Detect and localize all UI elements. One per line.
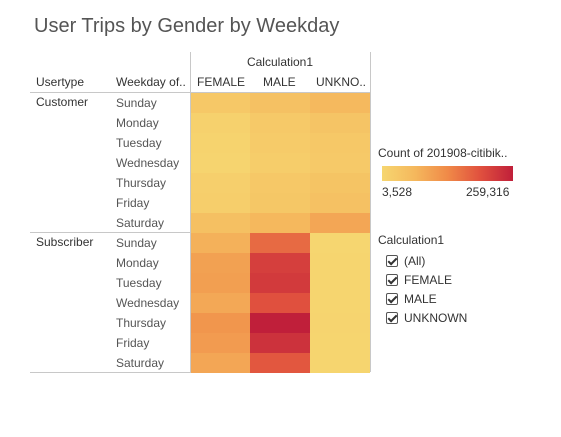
weekday-label: Monday: [116, 116, 159, 130]
filter-item-label: FEMALE: [404, 273, 453, 287]
heatmap-cell[interactable]: [191, 233, 250, 253]
heatmap-cell[interactable]: [310, 333, 370, 353]
heatmap-cell[interactable]: [310, 173, 370, 193]
chart-title: User Trips by Gender by Weekday: [34, 15, 340, 37]
filter-item-all[interactable]: (All): [386, 254, 425, 268]
usertype-label: Subscriber: [36, 235, 94, 249]
filter-title: Calculation1: [378, 233, 445, 247]
weekday-label: Friday: [116, 196, 150, 210]
heatmap-cell[interactable]: [191, 313, 250, 333]
heatmap-cell[interactable]: [191, 113, 250, 133]
heatmap-cell[interactable]: [310, 193, 370, 213]
weekday-label: Thursday: [116, 316, 167, 330]
filter-item-label: (All): [404, 254, 426, 268]
legend-title: Count of 201908-citibik..: [378, 146, 508, 160]
heatmap-cell[interactable]: [250, 153, 310, 173]
weekday-label: Sunday: [116, 96, 157, 110]
weekday-label: Wednesday: [116, 156, 180, 170]
checkbox-icon[interactable]: [386, 312, 398, 324]
weekday-label: Friday: [116, 336, 150, 350]
color-legend-bar: [382, 166, 513, 181]
weekday-label: Thursday: [116, 176, 167, 190]
heatmap-cell[interactable]: [250, 193, 310, 213]
checkbox-icon[interactable]: [386, 293, 398, 305]
heatmap-cell[interactable]: [250, 233, 310, 253]
filter-item-male[interactable]: MALE: [386, 292, 437, 306]
filter-item-female[interactable]: FEMALE: [386, 273, 452, 287]
weekday-label: Sunday: [116, 236, 157, 250]
heatmap-cell[interactable]: [310, 253, 370, 273]
heatmap-cell[interactable]: [310, 233, 370, 253]
checkbox-icon[interactable]: [386, 255, 398, 267]
weekday-header[interactable]: Weekday of..: [116, 75, 186, 89]
heatmap-cell[interactable]: [191, 173, 250, 193]
heatmap-cell[interactable]: [250, 113, 310, 133]
heatmap-cell[interactable]: [250, 93, 310, 113]
filter-item-unknown[interactable]: UNKNOWN: [386, 311, 467, 325]
header-divider: [30, 92, 370, 93]
group-divider: [30, 232, 190, 233]
column-header-female[interactable]: FEMALE: [197, 75, 246, 89]
grid-line: [190, 52, 191, 372]
heatmap-cell[interactable]: [310, 113, 370, 133]
heatmap-cell[interactable]: [310, 213, 370, 233]
heatmap-cell[interactable]: [310, 353, 370, 373]
heatmap-cell[interactable]: [191, 333, 250, 353]
heatmap-cell[interactable]: [250, 133, 310, 153]
column-header-unknown[interactable]: UNKNO..: [316, 75, 367, 89]
weekday-label: Tuesday: [116, 276, 162, 290]
weekday-label: Saturday: [116, 356, 165, 370]
legend-max-label: 259,316: [466, 185, 510, 199]
heatmap-cell[interactable]: [191, 253, 250, 273]
filter-item-label: MALE: [404, 292, 437, 306]
usertype-label: Customer: [36, 95, 89, 109]
heatmap-cell[interactable]: [250, 253, 310, 273]
checkbox-icon[interactable]: [386, 274, 398, 286]
heatmap-cell[interactable]: [310, 273, 370, 293]
heatmap-cell[interactable]: [191, 293, 250, 313]
heatmap-cell[interactable]: [250, 313, 310, 333]
heatmap-cell[interactable]: [250, 273, 310, 293]
heatmap-cell[interactable]: [191, 133, 250, 153]
heatmap-cell[interactable]: [191, 193, 250, 213]
heatmap-cell[interactable]: [191, 93, 250, 113]
heatmap-cell[interactable]: [310, 133, 370, 153]
column-group-header: Calculation1: [246, 55, 314, 69]
filter-item-label: UNKNOWN: [404, 311, 468, 325]
column-header-male[interactable]: MALE: [263, 75, 296, 89]
weekday-label: Tuesday: [116, 136, 162, 150]
heatmap-cell[interactable]: [191, 153, 250, 173]
heatmap-cell[interactable]: [310, 293, 370, 313]
heatmap-cell[interactable]: [250, 333, 310, 353]
heatmap-cell[interactable]: [191, 213, 250, 233]
usertype-header[interactable]: Usertype: [36, 75, 85, 89]
heatmap-cell[interactable]: [250, 293, 310, 313]
heatmap-cell[interactable]: [250, 213, 310, 233]
heatmap-cell[interactable]: [310, 313, 370, 333]
heatmap-cell[interactable]: [250, 353, 310, 373]
heatmap-cell[interactable]: [191, 273, 250, 293]
weekday-label: Saturday: [116, 216, 165, 230]
heatmap-cell[interactable]: [250, 173, 310, 193]
weekday-label: Wednesday: [116, 296, 180, 310]
legend-min-label: 3,528: [382, 185, 413, 199]
heatmap-cell[interactable]: [310, 93, 370, 113]
grid-line: [370, 52, 371, 372]
heatmap-cell[interactable]: [310, 153, 370, 173]
heatmap-cell[interactable]: [191, 353, 250, 373]
weekday-label: Monday: [116, 256, 159, 270]
